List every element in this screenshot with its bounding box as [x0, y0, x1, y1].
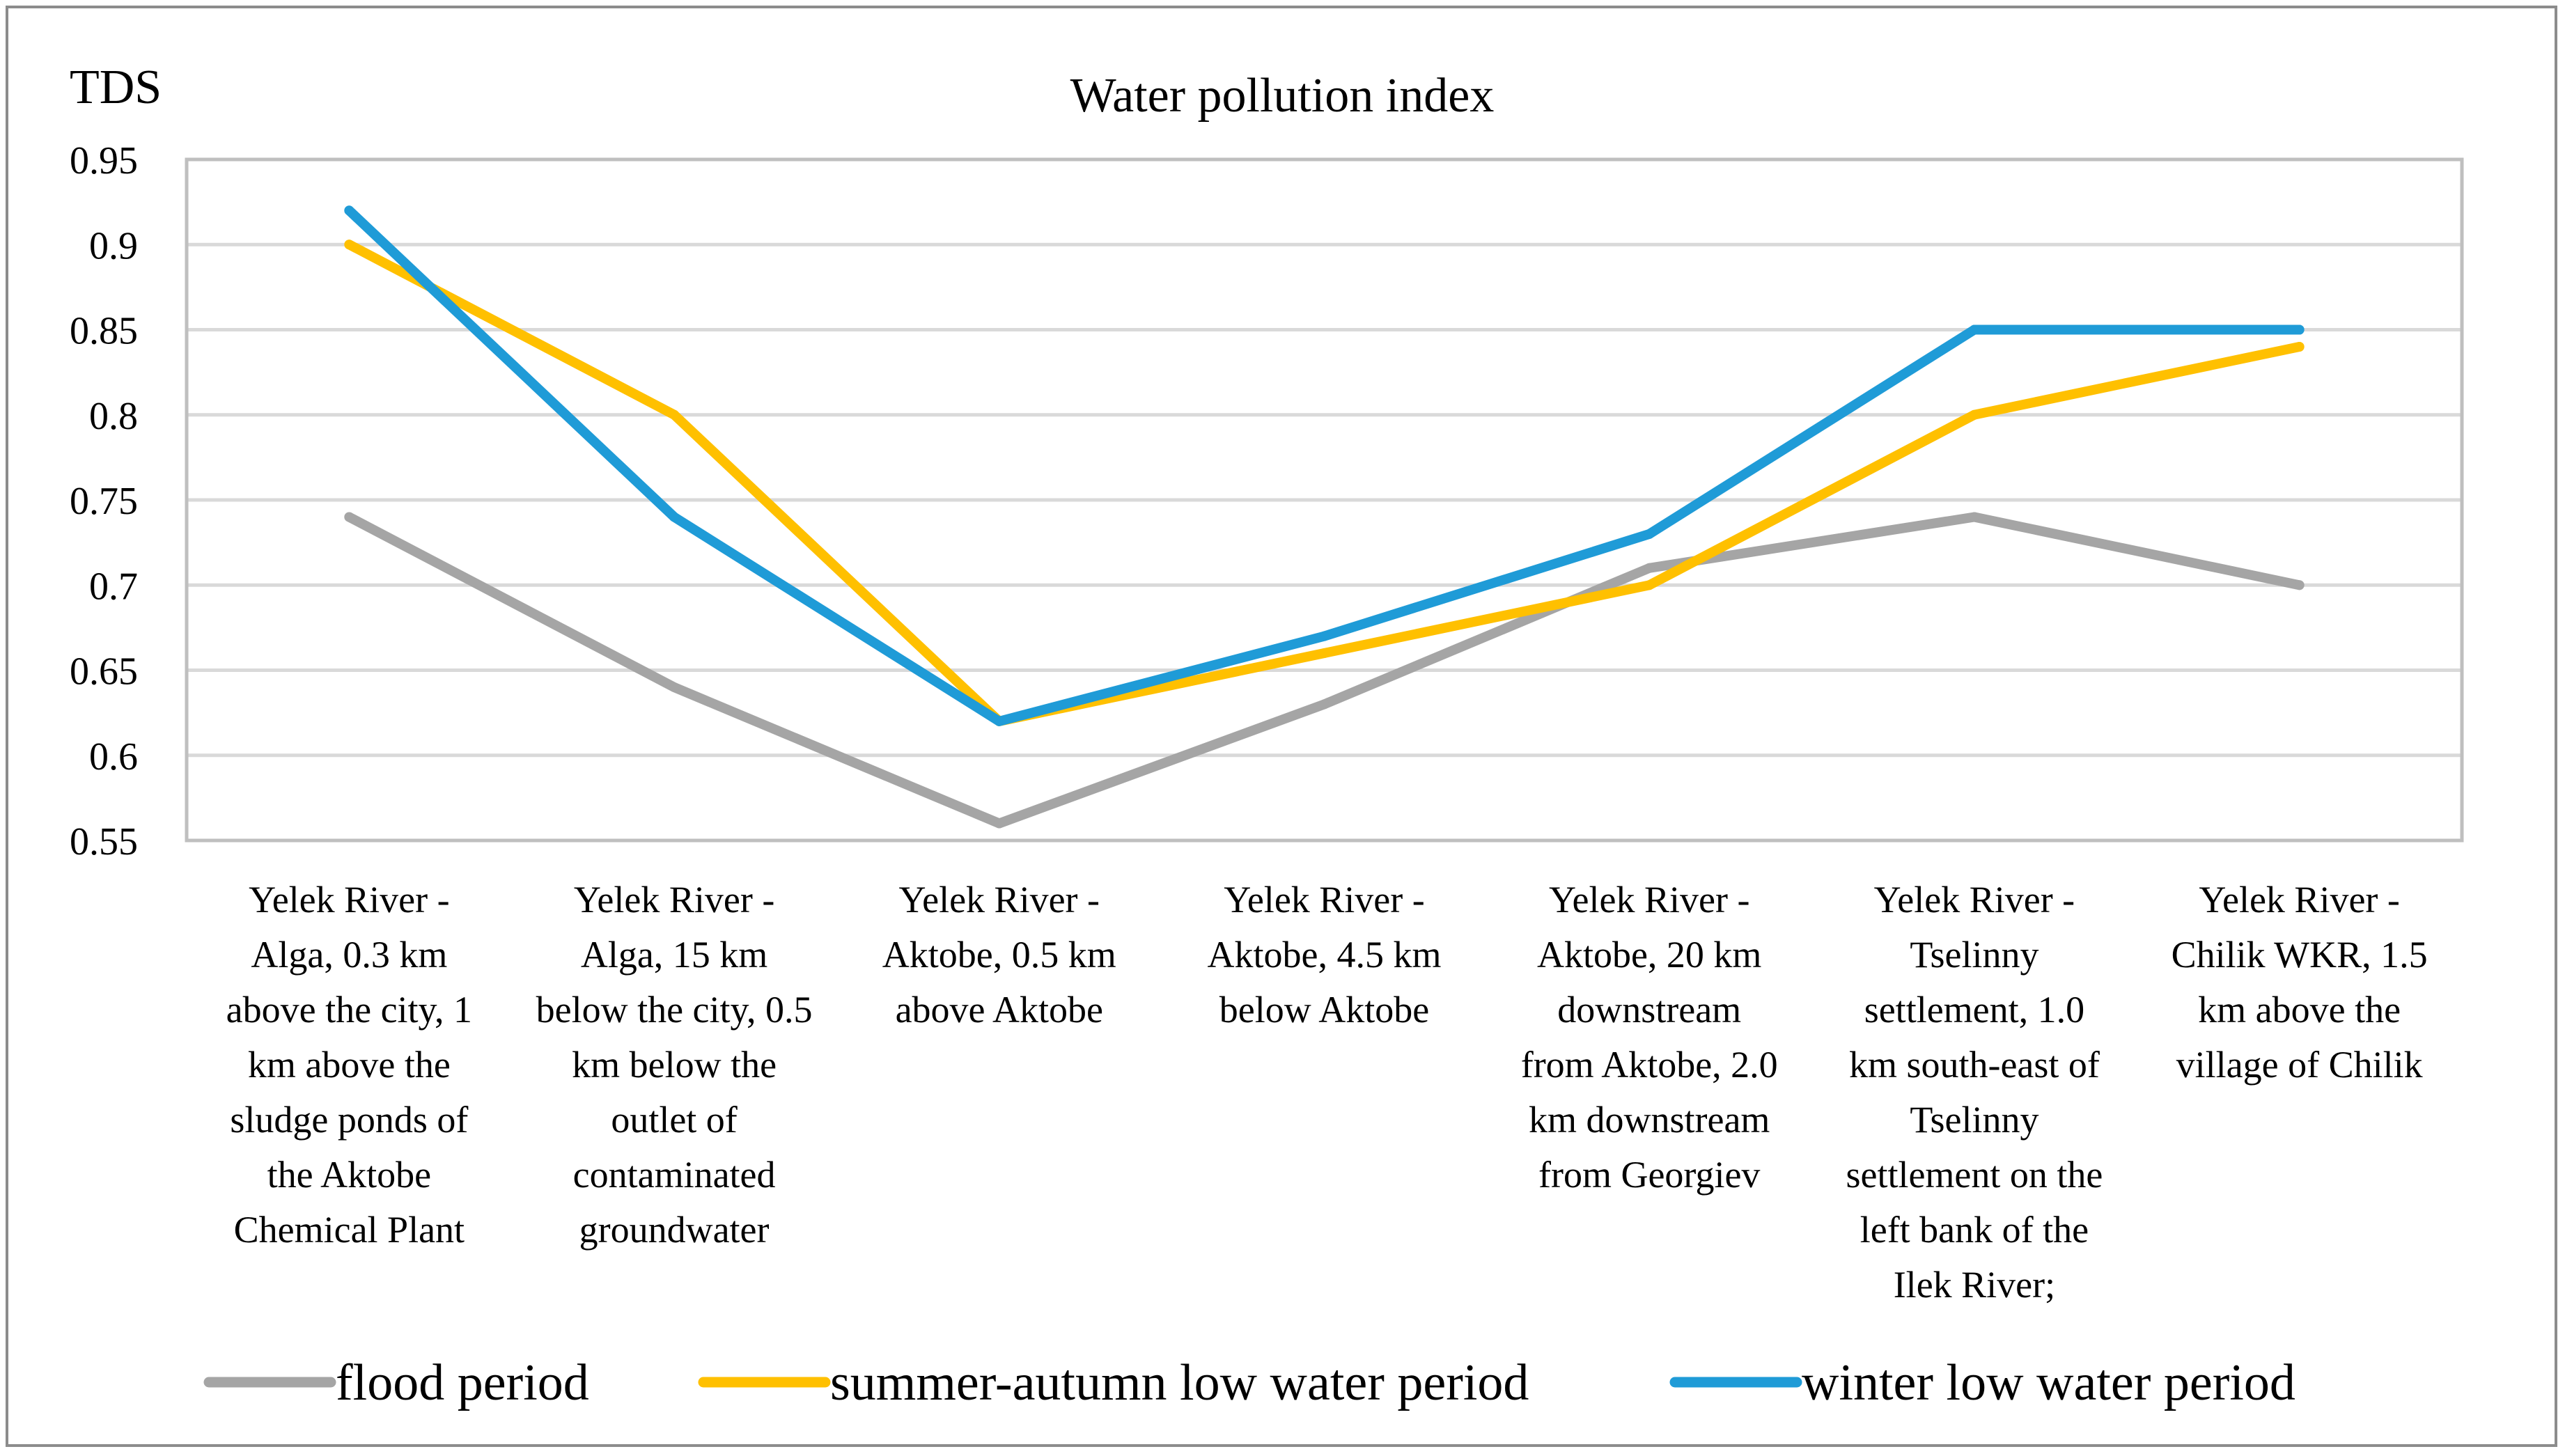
x-category-label: Yelek River - Aktobe, 0.5 km above Aktobe: [882, 879, 1116, 1031]
data-point: [669, 409, 680, 420]
legend-label: winter low water period: [1802, 1354, 2295, 1411]
y-tick-label: 0.75: [70, 480, 138, 523]
x-category-label-line: outlet of: [611, 1099, 737, 1141]
series-lines: [344, 205, 2305, 829]
chart-frame: [6, 6, 2557, 1447]
x-category-label-line: Yelek River -: [574, 879, 774, 921]
legend-label: summer-autumn low water period: [830, 1354, 1529, 1411]
y-tick-label: 0.7: [89, 565, 138, 608]
x-category-label-line: village of Chilik: [2176, 1044, 2423, 1086]
data-point: [344, 205, 354, 216]
plot-area-border: [185, 157, 2464, 843]
y-tick-label: 0.9: [89, 224, 138, 267]
data-point: [669, 512, 680, 522]
x-category-label-line: Aktobe, 0.5 km: [882, 934, 1116, 976]
data-point: [1969, 409, 1979, 420]
x-category-label-line: km below the: [572, 1044, 777, 1086]
x-category-label-line: km above the: [248, 1044, 451, 1086]
x-category-label-line: below the city, 0.5: [536, 989, 813, 1031]
x-category-label-line: Yelek River -: [1874, 879, 2075, 921]
x-category-label-line: Ilek River;: [1894, 1264, 2055, 1306]
y-axis-ticks: 0.55 0.6 0.65 0.7 0.75 0.8 0.85 0.9 0.95: [70, 139, 138, 863]
y-tick-label: 0.85: [70, 310, 138, 353]
x-category-label: Yelek River - Chilik WKR, 1.5 km above the…: [2172, 879, 2428, 1086]
data-point: [2294, 341, 2305, 352]
x-category-label-line: above the city, 1: [226, 989, 472, 1031]
data-point: [2294, 324, 2305, 335]
x-category-label: Yelek River - Aktobe, 4.5 km below Aktobe: [1208, 879, 1442, 1031]
x-axis-categories: Yelek River - Alga, 0.3 km above the city,…: [226, 879, 2428, 1306]
x-category-label-line: Tselinny: [1910, 1099, 2038, 1141]
x-category-label-line: above Aktobe: [896, 989, 1103, 1031]
data-point: [1319, 631, 1330, 641]
data-point: [1319, 699, 1330, 710]
y-tick-label: 0.95: [70, 139, 138, 182]
data-point: [1969, 512, 1979, 522]
x-category-label: Yelek River - Aktobe, 20 km downstream from…: [1521, 879, 1778, 1196]
x-category-label-line: Chemical Plant: [234, 1209, 465, 1251]
data-point: [344, 240, 354, 250]
x-category-label: Yelek River - Alga, 15 km below the city, …: [536, 879, 813, 1251]
x-category-label-line: downstream: [1557, 989, 1741, 1031]
x-category-label-line: sludge ponds of: [230, 1099, 468, 1141]
data-point: [669, 682, 680, 692]
x-category-label-line: from Aktobe, 2.0: [1521, 1044, 1778, 1086]
x-category-label-line: Aktobe, 4.5 km: [1208, 934, 1442, 976]
y-tick-label: 0.55: [70, 820, 138, 863]
x-category-label-line: settlement, 1.0: [1864, 989, 2084, 1031]
y-tick-label: 0.65: [70, 650, 138, 694]
x-category-label-line: Yelek River -: [899, 879, 1100, 921]
x-category-label-line: settlement on the: [1846, 1154, 2103, 1196]
x-category-label-line: Aktobe, 20 km: [1537, 934, 1761, 976]
x-category-label-line: Yelek River -: [2199, 879, 2399, 921]
legend: flood period summer-autumn low water peri…: [203, 1354, 2295, 1411]
x-category-label-line: Alga, 0.3 km: [251, 934, 447, 976]
x-category-label-line: left bank of the: [1860, 1209, 2089, 1251]
x-category-label-line: km downstream: [1529, 1099, 1770, 1141]
chart-title: Water pollution index: [1070, 69, 1495, 123]
x-category-label: Yelek River - Tselinny settlement, 1.0 km s…: [1846, 879, 2103, 1306]
data-point: [1319, 648, 1330, 659]
x-category-label-line: from Georgiev: [1538, 1154, 1760, 1196]
data-point: [1644, 563, 1655, 573]
data-point: [1969, 324, 1979, 335]
data-point: [2294, 580, 2305, 590]
x-category-label-line: Alga, 15 km: [581, 934, 767, 976]
data-point: [344, 512, 354, 522]
data-point: [1644, 529, 1655, 539]
x-category-label-line: Yelek River -: [1224, 879, 1424, 921]
x-category-label-line: below Aktobe: [1219, 989, 1429, 1031]
y-tick-label: 0.6: [89, 735, 138, 778]
data-point: [994, 716, 1004, 726]
x-category-label-line: Yelek River -: [249, 879, 449, 921]
legend-label: flood period: [336, 1354, 589, 1411]
y-tick-label: 0.8: [89, 395, 138, 438]
x-category-label: Yelek River - Alga, 0.3 km above the city,…: [226, 879, 472, 1251]
x-category-label-line: Yelek River -: [1549, 879, 1749, 921]
x-category-label-line: Chilik WKR, 1.5: [2172, 934, 2428, 976]
data-point: [1644, 580, 1655, 590]
x-category-label-line: groundwater: [579, 1209, 770, 1251]
data-point: [994, 818, 1004, 829]
x-category-label-line: the Aktobe: [267, 1154, 431, 1196]
x-category-label-line: contaminated: [573, 1154, 776, 1196]
x-category-label-line: Tselinny: [1910, 934, 2038, 976]
x-category-label-line: km above the: [2198, 989, 2401, 1031]
x-category-label-line: km south-east of: [1849, 1044, 2100, 1086]
y-axis-label: TDS: [70, 61, 162, 114]
